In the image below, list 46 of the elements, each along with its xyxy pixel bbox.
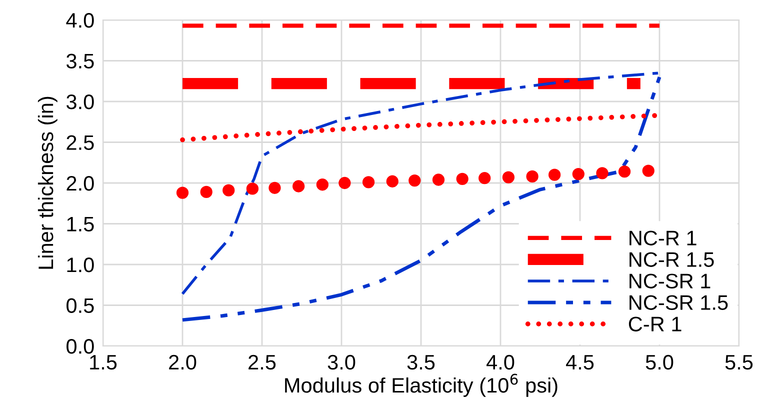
x-tick-label: 5.5 [725, 355, 753, 370]
point [502, 171, 515, 184]
point [642, 164, 654, 177]
point [268, 182, 281, 194]
point [478, 172, 491, 184]
point [456, 172, 468, 185]
point [338, 176, 351, 190]
y-tick-label: 1.5 [67, 216, 94, 232]
point [548, 168, 561, 181]
y-tick-label: 0.5 [66, 298, 94, 314]
y-tick-label: 2.5 [66, 135, 94, 150]
point [618, 166, 631, 178]
y-tick-label: 4.0 [66, 13, 94, 28]
y-axis-title: Liner thickness (in) [38, 96, 58, 269]
legend-label: NC-SR 1 [630, 274, 710, 288]
x-axis-title: Modulus of Elasticity (10$^{6}$ psi) [285, 374, 558, 397]
y-tick-label: 3.0 [66, 94, 94, 110]
point [572, 168, 584, 180]
x-tick-label: 5.0 [646, 354, 674, 370]
point [408, 174, 421, 187]
point [432, 174, 445, 186]
x-tick-label: 2.5 [248, 354, 276, 370]
point [386, 175, 398, 188]
legend-label: NC-SR 1.5 [630, 295, 728, 310]
legend-label: C-R 1 [628, 316, 682, 332]
x-tick-label: 4.5 [566, 355, 594, 370]
y-tick-label: 1.0 [67, 258, 94, 272]
point [292, 180, 305, 192]
point [316, 178, 328, 191]
point [246, 182, 259, 195]
y-tick-label: 3.5 [66, 54, 94, 69]
x-tick-label: 3.5 [407, 354, 435, 370]
point [222, 184, 235, 196]
point [362, 176, 375, 188]
point [176, 186, 189, 199]
y-tick-label: 0.0 [66, 339, 94, 354]
legend-label: NC-R 1.5 [630, 252, 714, 267]
x-tick-label: 2.0 [169, 354, 196, 370]
x-tick-label: 4.0 [486, 354, 514, 370]
point [526, 170, 538, 183]
point [200, 186, 212, 198]
x-tick-label: 3.0 [328, 354, 356, 370]
x-tick-label: 1.5 [90, 355, 117, 370]
point [596, 167, 608, 180]
legend-label: NC-R 1 [630, 230, 696, 246]
y-tick-label: 2.0 [66, 176, 94, 191]
